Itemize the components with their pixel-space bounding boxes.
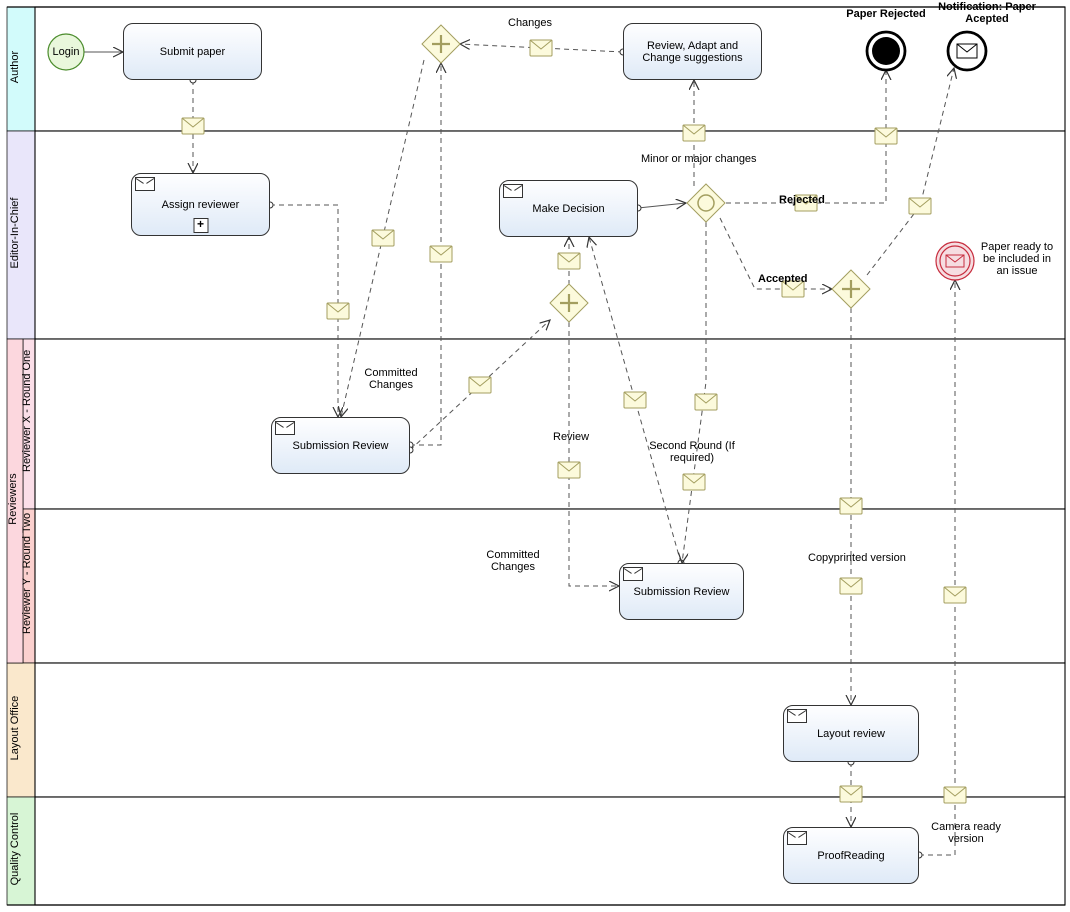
label-reviewLbl: Review	[553, 431, 589, 443]
lane-label-qc: Quality Control	[9, 799, 21, 899]
svg-layer	[0, 0, 1070, 912]
event-notifAccepted	[948, 32, 986, 70]
event-paperRejected	[867, 32, 905, 70]
envelope-icon	[503, 184, 523, 198]
task-label-decide: Make Decision	[532, 203, 604, 215]
task-decide: Make Decision	[499, 180, 638, 237]
envelope-icon	[275, 421, 295, 435]
subprocess-icon: +	[193, 218, 208, 233]
pool-label-reviewers: Reviewers	[7, 449, 19, 549]
lane-label-revY: Reviewer Y - Round Two	[21, 534, 33, 634]
lane-label-editor: Editor-In-Chief	[9, 183, 21, 283]
task-submit: Submit paper	[123, 23, 262, 80]
label-copyprinted: Copyprinted version	[808, 552, 906, 564]
task-label-subrevY: Submission Review	[634, 586, 730, 598]
label-rejected: Rejected	[779, 194, 825, 206]
label-committed2: Committed Changes	[468, 549, 558, 573]
task-subrevY: Submission Review	[619, 563, 744, 620]
task-label-submit: Submit paper	[160, 46, 225, 58]
label-cameraReady: Camera ready version	[921, 821, 1011, 845]
diagram-stage: Author Editor-In-Chief Reviewer X - Round …	[0, 0, 1070, 912]
label-accepted: Accepted	[758, 273, 808, 285]
task-subrevX: Submission Review	[271, 417, 410, 474]
label-minorMajor: Minor or major changes	[641, 153, 757, 165]
envelope-icon	[787, 709, 807, 723]
envelope-icon	[623, 567, 643, 581]
label-changes: Changes	[508, 17, 552, 29]
lane-label-layout: Layout Office	[9, 678, 21, 778]
label-committed1: Committed Changes	[346, 367, 436, 391]
task-label-review: Review, Adapt and Change suggestions	[628, 40, 757, 64]
lane-label-revX: Reviewer X - Round One	[21, 372, 33, 472]
task-review: Review, Adapt and Change suggestions	[623, 23, 762, 80]
event-readyIssue	[936, 242, 974, 280]
task-assign: Assign reviewer +	[131, 173, 270, 236]
envelope-icon	[135, 177, 155, 191]
envelope-icon	[787, 831, 807, 845]
event-label-paperRejected: Paper Rejected	[841, 8, 931, 20]
lane-label-author: Author	[9, 17, 21, 117]
event-label-readyIssue: Paper ready to be included in an issue	[977, 241, 1057, 277]
event-label-notifAccepted: Notification: Paper Acepted	[937, 1, 1037, 25]
task-label-assign: Assign reviewer	[162, 199, 240, 211]
task-layoutR: Layout review	[783, 705, 919, 762]
task-label-subrevX: Submission Review	[293, 440, 389, 452]
task-label-proof: ProofReading	[817, 850, 884, 862]
label-secondRound: Second Round (If required)	[647, 440, 737, 464]
event-label-login: Login	[41, 46, 91, 58]
task-label-layoutR: Layout review	[817, 728, 885, 740]
task-proof: ProofReading	[783, 827, 919, 884]
